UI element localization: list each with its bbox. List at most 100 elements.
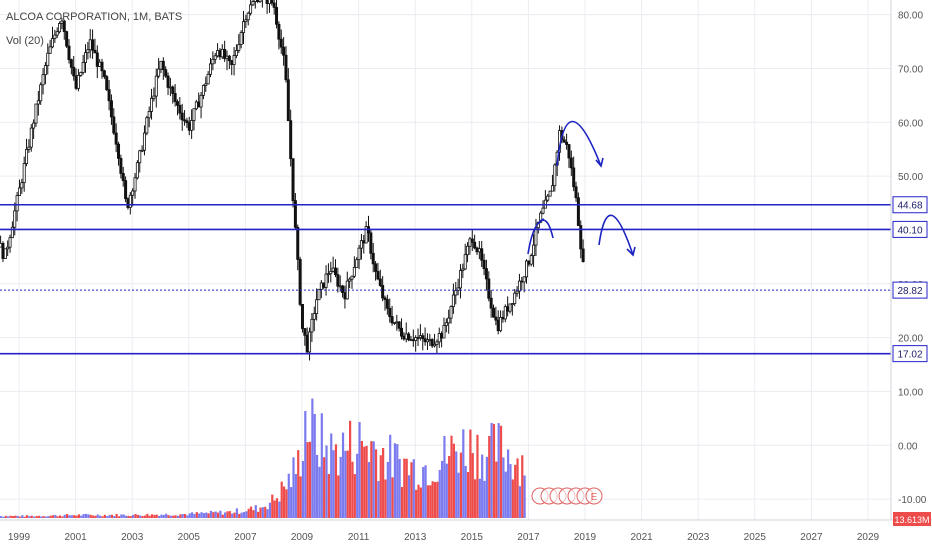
volume-bar [436, 481, 439, 518]
volume-bar [202, 513, 205, 518]
volume-bar [370, 441, 373, 518]
volume-bar [132, 514, 135, 518]
volume-bar [334, 444, 338, 518]
volume-bar [32, 516, 36, 518]
candle-body [183, 119, 187, 122]
volume-bar [120, 514, 123, 518]
volume-bar [278, 501, 281, 518]
volume-bar [346, 450, 349, 518]
candle-body [32, 122, 36, 129]
candle-body [67, 45, 71, 61]
volume-bar [405, 458, 408, 518]
volume-bar [351, 461, 354, 518]
earnings-markers: E [531, 487, 603, 505]
candle-body [258, 0, 262, 2]
candle-body [72, 66, 76, 77]
volume-bar [426, 485, 430, 518]
volume-bar [483, 480, 486, 518]
candle-body [109, 100, 113, 118]
candle-body [315, 299, 319, 315]
candle-body [88, 39, 92, 51]
volume-bar [122, 514, 125, 518]
volume-bar [466, 472, 470, 518]
candle-body [468, 238, 472, 247]
volume-bar [282, 486, 286, 518]
volume-bar [292, 457, 295, 518]
volume-bar [459, 452, 463, 518]
candle-body [293, 200, 297, 228]
volume-bar [134, 513, 137, 518]
candle-body [442, 325, 446, 339]
candle-body [15, 195, 19, 212]
arrow-head-2[interactable] [626, 246, 636, 257]
volume-bar [186, 515, 189, 518]
price-candles [0, 0, 585, 361]
candle-body [79, 72, 83, 76]
volume-bar [23, 516, 26, 518]
volume-bar [127, 515, 130, 518]
candle-body [204, 83, 208, 86]
volume-bar [252, 510, 255, 518]
volume-bar [337, 475, 340, 518]
volume-bar [424, 465, 427, 518]
candle-body [98, 61, 102, 67]
volume-bar [169, 515, 172, 518]
volume-bar [16, 515, 19, 518]
candle-body [22, 163, 26, 184]
volume-bar [403, 458, 406, 518]
candle-body [91, 39, 95, 51]
candle-body [81, 62, 85, 73]
candle-body [121, 173, 125, 182]
candle-body [343, 292, 347, 300]
candle-body [17, 187, 21, 196]
candle-body [444, 322, 448, 326]
volume-bar [462, 429, 465, 518]
volume-bar [391, 477, 394, 518]
candle-body [473, 241, 477, 249]
arrow-head-1[interactable] [595, 157, 604, 168]
x-tick-label: 2009 [291, 532, 314, 543]
candle-body [154, 75, 158, 97]
arc-drawing-2[interactable] [537, 219, 554, 239]
candle-body [423, 338, 427, 343]
volume-bar [183, 513, 187, 518]
volume-bar [407, 475, 411, 518]
volume-bar [363, 446, 366, 518]
volume-bar [353, 474, 356, 518]
candle-body [133, 177, 137, 192]
volume-bar [507, 449, 510, 518]
candle-body [173, 93, 177, 102]
arc-drawing-3[interactable] [556, 120, 602, 167]
candle-body [10, 226, 14, 239]
volume-bar [77, 514, 81, 518]
volume-bar [417, 484, 420, 518]
volume-bar [73, 515, 76, 518]
volume-bar [216, 512, 220, 518]
volume-bar [360, 441, 364, 518]
price-label-text: 44.68 [897, 201, 922, 212]
candle-body [291, 158, 295, 201]
volume-bar [94, 515, 97, 518]
candle-body [475, 247, 479, 253]
volume-bar [155, 514, 158, 518]
arc-drawing-4[interactable] [598, 214, 634, 256]
earnings-marker[interactable] [585, 487, 603, 505]
candle-body [256, 0, 260, 2]
candle-body [397, 321, 401, 329]
volume-bar [452, 443, 455, 518]
candle-body [272, 2, 276, 8]
candle-body [43, 65, 47, 76]
volume-bar [228, 511, 231, 518]
volume-bar [304, 410, 307, 518]
volume-bar [499, 425, 503, 518]
volume-bar [358, 422, 361, 518]
x-tick-label: 2011 [348, 532, 370, 543]
candle-body [381, 285, 385, 299]
volume-bar [82, 514, 85, 518]
candle-body [454, 290, 458, 296]
volume-bar [268, 502, 272, 518]
candle-body [76, 75, 80, 89]
candle-body [282, 46, 286, 56]
x-tick-label: 2005 [178, 532, 201, 543]
candle-body [449, 306, 453, 319]
